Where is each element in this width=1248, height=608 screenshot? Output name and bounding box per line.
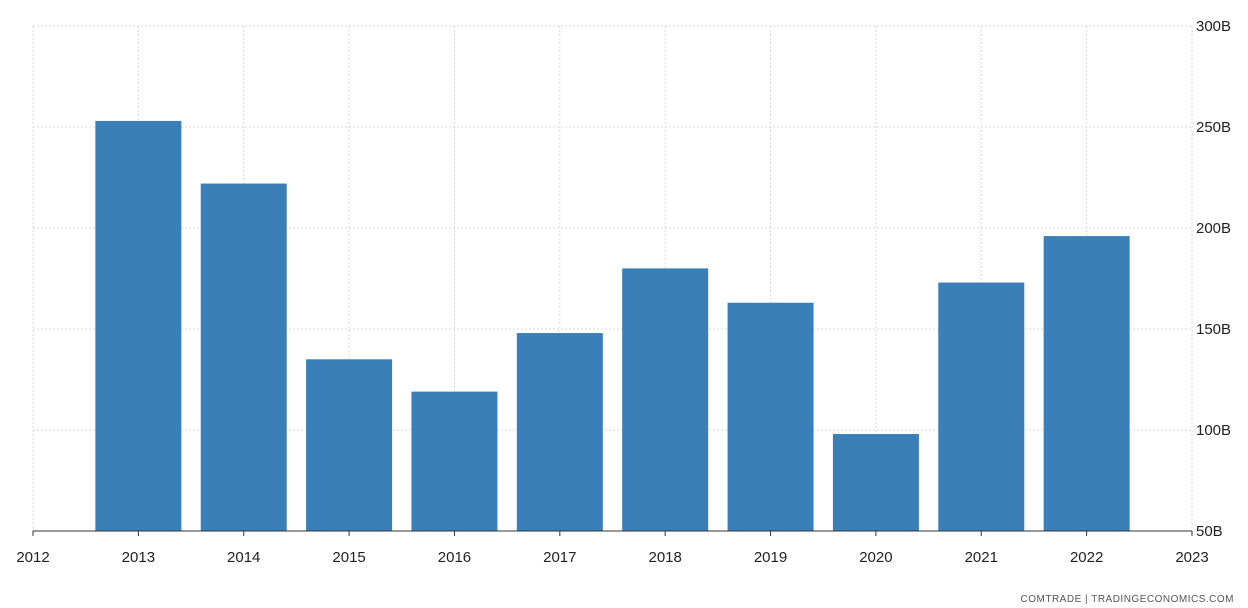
bar-2020 — [832, 434, 919, 531]
bar-2016 — [411, 391, 498, 531]
x-tick-label: 2012 — [16, 549, 49, 566]
bar-2013 — [95, 120, 182, 531]
x-tick-label: 2021 — [965, 549, 998, 566]
y-tick-label: 50B — [1196, 523, 1223, 540]
bar-2019 — [727, 302, 814, 531]
x-tick-label: 2015 — [332, 549, 365, 566]
x-tick-label: 2013 — [122, 549, 155, 566]
bar-2022 — [1043, 236, 1130, 531]
x-tick-label: 2017 — [543, 549, 576, 566]
y-tick-label: 250B — [1196, 119, 1231, 136]
y-tick-label: 200B — [1196, 220, 1231, 237]
bar-2018 — [622, 268, 709, 531]
x-tick-label: 2023 — [1175, 549, 1208, 566]
x-tick-label: 2018 — [648, 549, 681, 566]
bar-2014 — [200, 183, 287, 531]
y-tick-label: 300B — [1196, 18, 1231, 35]
bars-group — [95, 120, 1130, 531]
x-tick-label: 2014 — [227, 549, 260, 566]
x-tick-label: 2016 — [438, 549, 471, 566]
bar-2021 — [938, 282, 1025, 531]
y-axis-ticks: 50B 100B 150B 200B 250B 300B — [1196, 18, 1231, 540]
x-axis-ticks: 2012 2013 2014 2015 2016 2017 2018 2019 2020 2021… — [16, 531, 1209, 566]
y-tick-label: 150B — [1196, 321, 1231, 338]
source-credit: COMTRADE | TRADINGECONOMICS.COM — [1021, 594, 1234, 605]
x-tick-label: 2020 — [859, 549, 892, 566]
bar-2015 — [306, 359, 393, 531]
bar-2017 — [516, 333, 603, 531]
y-tick-label: 100B — [1196, 422, 1231, 439]
x-tick-label: 2022 — [1070, 549, 1103, 566]
x-tick-label: 2019 — [754, 549, 787, 566]
